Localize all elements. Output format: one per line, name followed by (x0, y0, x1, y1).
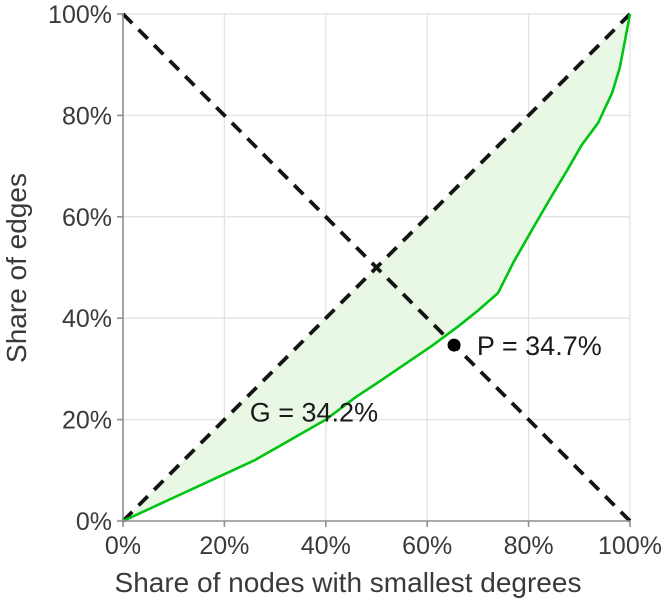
anti-diagonal-line (121, 12, 632, 523)
y-tick-label: 80% (62, 102, 112, 130)
annotation-gini: G = 34.2% (250, 398, 378, 428)
x-axis-title: Share of nodes with smallest degrees (115, 567, 582, 598)
annotation-point: P = 34.7% (477, 331, 602, 361)
y-tick-label: 100% (48, 1, 112, 29)
y-tick-label: 60% (62, 204, 112, 232)
y-tick-label: 20% (62, 407, 112, 435)
x-tick-label: 100% (598, 532, 662, 560)
x-tick-label: 40% (301, 532, 351, 560)
lorenz-curve-line (122, 13, 632, 523)
y-tick-label: 40% (62, 305, 112, 333)
x-tick-label: 80% (504, 532, 554, 560)
x-tick-label: 60% (402, 532, 452, 560)
x-tick-label: 0% (105, 532, 141, 560)
point-p-marker (447, 338, 461, 352)
x-tick-label: 20% (199, 532, 249, 560)
y-axis-title: Share of edges (1, 173, 32, 363)
y-tick-label: 0% (76, 508, 112, 536)
